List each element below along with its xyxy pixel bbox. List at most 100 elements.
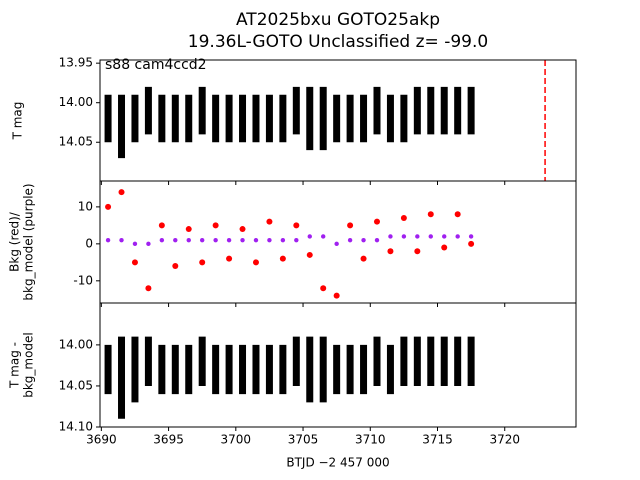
point <box>213 367 218 372</box>
x-tick-label: 3695 <box>153 433 184 447</box>
point <box>307 116 312 121</box>
x-axis-label: BTJD −2 457 000 <box>286 456 389 470</box>
y-tick-label: -10 <box>73 273 93 287</box>
point <box>294 237 299 243</box>
point <box>361 367 366 372</box>
point <box>280 367 286 372</box>
point <box>455 108 460 113</box>
point <box>186 367 191 372</box>
y-axis-label: T mag - <box>8 342 22 389</box>
y-tick-label: 14.05 <box>59 135 93 149</box>
point <box>415 108 420 113</box>
point <box>240 367 245 372</box>
point <box>279 255 286 262</box>
point <box>347 367 353 372</box>
point <box>173 116 178 121</box>
y-tick-label: 13.95 <box>59 56 93 70</box>
point <box>294 359 299 364</box>
y-tick-label: 10 <box>78 199 93 213</box>
point <box>105 367 111 372</box>
point <box>186 116 191 121</box>
x-tick-label: 3710 <box>355 433 386 447</box>
point <box>105 116 111 121</box>
point <box>333 292 340 299</box>
point <box>226 367 232 372</box>
plot-frame <box>99 302 577 428</box>
point <box>252 259 259 266</box>
point <box>401 359 407 364</box>
point <box>226 255 233 262</box>
point <box>199 259 206 266</box>
point <box>347 222 354 229</box>
point <box>442 359 447 364</box>
point <box>159 367 165 372</box>
point <box>212 222 219 229</box>
point <box>173 237 178 243</box>
point <box>213 116 218 121</box>
x-tick-label: 3715 <box>422 433 453 447</box>
point <box>321 367 326 372</box>
point <box>131 259 138 266</box>
point <box>119 375 124 380</box>
x-tick-label: 3690 <box>86 433 117 447</box>
point <box>132 367 138 372</box>
point <box>306 251 313 258</box>
point <box>427 211 434 218</box>
y-axis-label: Bkg (red)/ <box>8 211 22 272</box>
point <box>347 116 353 121</box>
point <box>199 359 205 364</box>
point <box>159 237 165 243</box>
point <box>320 285 327 292</box>
point <box>442 108 447 113</box>
point <box>239 226 246 233</box>
point <box>119 237 124 243</box>
point <box>185 226 192 233</box>
annotation: s88 cam4ccd2 <box>105 57 207 73</box>
point <box>240 116 245 121</box>
point <box>213 237 218 243</box>
point <box>374 237 380 243</box>
point <box>146 241 151 247</box>
point <box>321 234 326 239</box>
point <box>293 222 300 229</box>
point <box>400 214 407 221</box>
chart-title: 19.36L-GOTO Unclassified z= -99.0 <box>188 32 488 52</box>
point <box>253 237 259 243</box>
point <box>428 234 433 239</box>
point <box>428 108 433 113</box>
x-tick-label: 3705 <box>288 433 319 447</box>
point <box>401 116 407 121</box>
point <box>360 255 367 262</box>
point <box>455 234 460 239</box>
y-tick-label: 14.00 <box>59 337 93 351</box>
y-axis-label: bkg_model (purple) <box>22 183 36 300</box>
point <box>347 237 353 243</box>
point <box>361 237 366 243</box>
point <box>334 367 339 372</box>
point <box>173 367 178 372</box>
point <box>454 211 461 218</box>
point <box>199 108 205 113</box>
point <box>388 234 393 239</box>
point <box>373 218 380 225</box>
y-tick-label: 14.10 <box>59 420 93 434</box>
point <box>146 108 151 113</box>
point <box>267 116 272 121</box>
point <box>266 218 273 225</box>
point <box>280 116 286 121</box>
y-tick-label: 14.00 <box>59 95 93 109</box>
point <box>361 116 366 121</box>
point <box>253 116 259 121</box>
y-axis-label: bkg_model <box>22 332 36 398</box>
point <box>374 359 380 364</box>
point <box>414 248 421 255</box>
point <box>334 241 339 247</box>
point <box>307 234 312 239</box>
point <box>105 237 111 243</box>
plot-frame <box>99 180 577 304</box>
point <box>307 367 312 372</box>
point <box>415 234 420 239</box>
point <box>468 108 474 113</box>
y-tick-label: 0 <box>85 236 93 250</box>
